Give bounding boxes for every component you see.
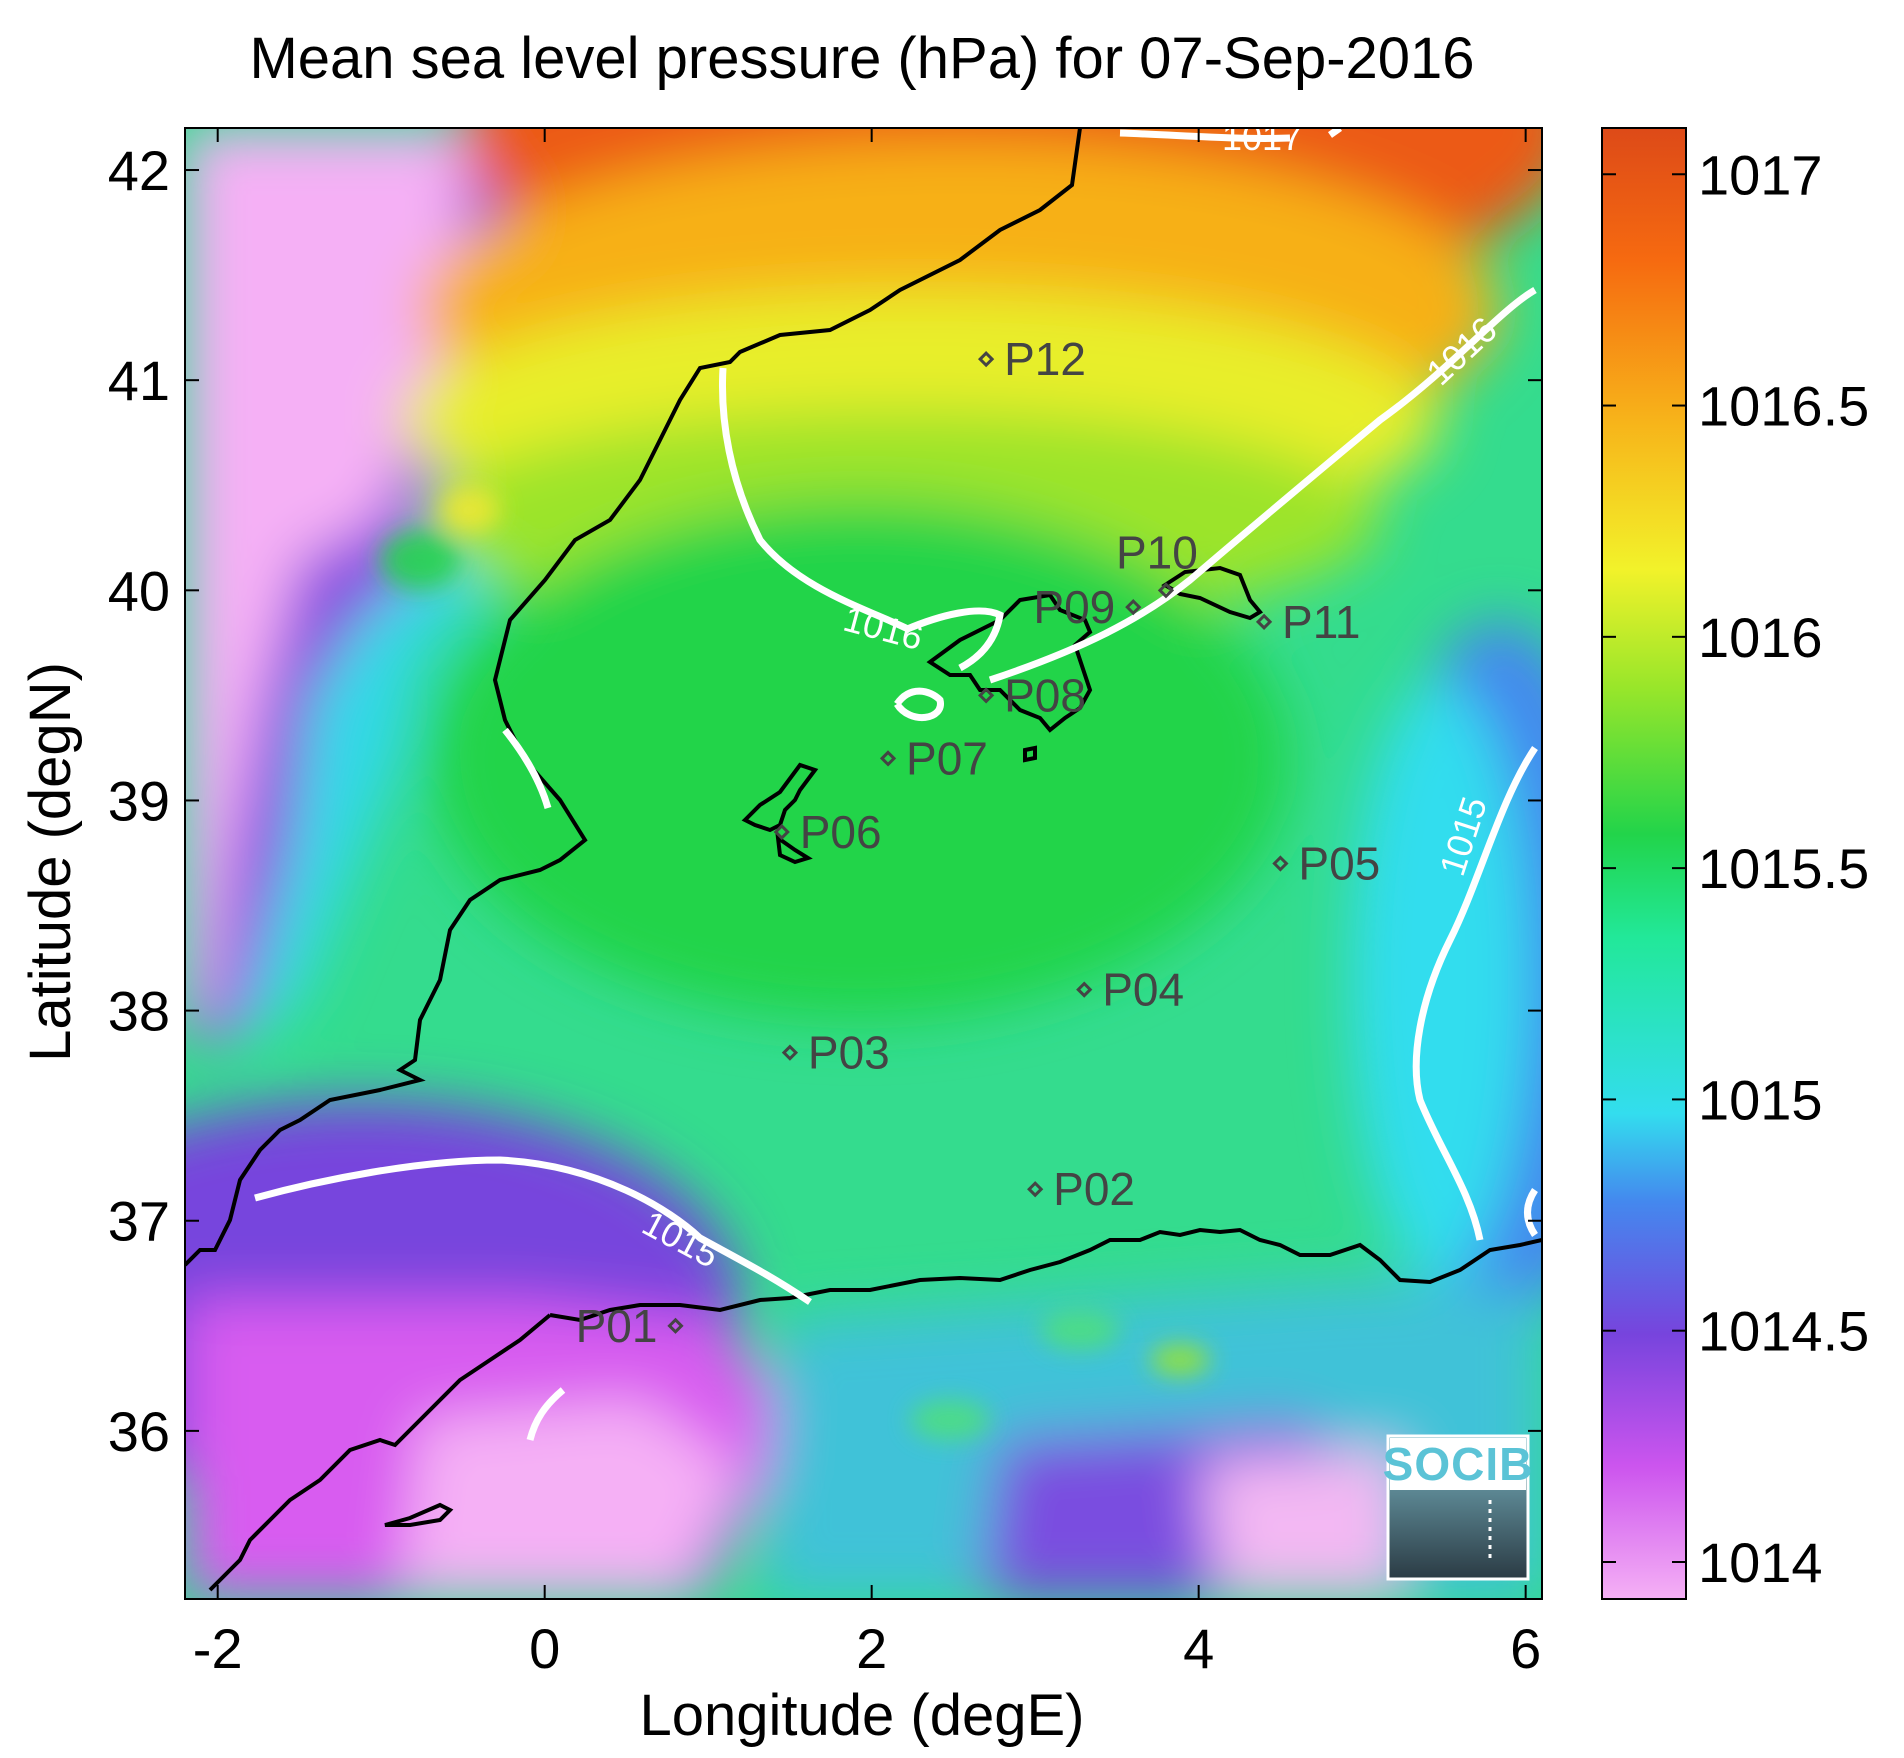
colorbar-label-2: 1015 [1698,1068,1823,1131]
station-label-p10: P10 [1116,526,1198,578]
chart-title: Mean sea level pressure (hPa) for 07-Sep… [249,26,1474,91]
y-tick-label-4: 40 [108,559,170,622]
pressure-field [185,128,1542,1599]
y-axis-label: Latitude (degN) [18,662,83,1062]
socib-logo: SOCIB [1383,1434,1534,1581]
station-label-p11: P11 [1282,596,1360,648]
station-marker-p02 [1027,1181,1044,1198]
station-label-p03: P03 [808,1027,890,1079]
x-axis-label: Longitude (degE) [640,1683,1085,1748]
colorbar-label-1: 1014.5 [1698,1300,1869,1363]
y-axis: 36 37 38 39 40 41 42 [108,139,1542,1463]
x-tick-label-1: 0 [529,1617,560,1680]
station-label-p01: P01 [576,1300,658,1352]
station-label-p04: P04 [1102,964,1184,1016]
y-tick-label-6: 42 [108,139,170,202]
station-marker-p11 [1255,613,1273,630]
station-label-p02: P02 [1053,1163,1135,1215]
y-tick-label-2: 38 [108,980,170,1043]
y-tick-label-5: 41 [108,349,170,412]
plot-frame [184,127,1543,1600]
station-marker-p05 [1272,855,1289,872]
y-tick-label-3: 39 [108,769,170,832]
station-label-p12: P12 [1004,333,1086,385]
socib-logo-text: SOCIB [1383,1438,1534,1490]
station-marker-p08 [977,687,995,704]
x-tick-label-3: 4 [1183,1617,1214,1680]
colorbar-label-3: 1015.5 [1698,837,1869,900]
colorbar: 1014 1014.5 1015 1015.5 1016 1016.5 1017 [1601,127,1869,1600]
colorbar-ticks: 1014 1014.5 1015 1015.5 1016 1016.5 1017 [1602,143,1869,1594]
station-label-p08: P08 [1004,669,1086,721]
contour-label-1017: 1017 [1222,117,1302,158]
station-marker-p06 [773,823,790,841]
x-axis: -2 0 2 4 6 [193,128,1541,1680]
station-label-p06: P06 [800,806,882,858]
contour-lines [254,128,1538,1441]
x-tick-label-4: 6 [1510,1617,1541,1680]
station-label-p09: P09 [1033,581,1115,633]
station-marker-p07 [879,750,897,767]
station-marker-p04 [1076,981,1093,998]
station-marker-p09 [1125,599,1142,616]
y-tick-label-1: 37 [108,1190,170,1253]
station-label-p05: P05 [1298,838,1380,890]
station-marker-p03 [781,1044,799,1061]
x-tick-label-0: -2 [193,1617,243,1680]
station-marker-p10 [1157,582,1175,599]
colorbar-label-6: 1017 [1698,143,1823,206]
station-marker-p01 [667,1317,684,1334]
station-label-p07: P07 [906,732,988,784]
colorbar-label-4: 1016 [1698,606,1823,669]
colorbar-label-0: 1014 [1698,1531,1823,1594]
colorbar-label-5: 1016.5 [1698,375,1869,438]
x-tick-label-2: 2 [856,1617,887,1680]
y-tick-label-0: 36 [108,1400,170,1463]
station-marker-p12 [977,351,995,368]
